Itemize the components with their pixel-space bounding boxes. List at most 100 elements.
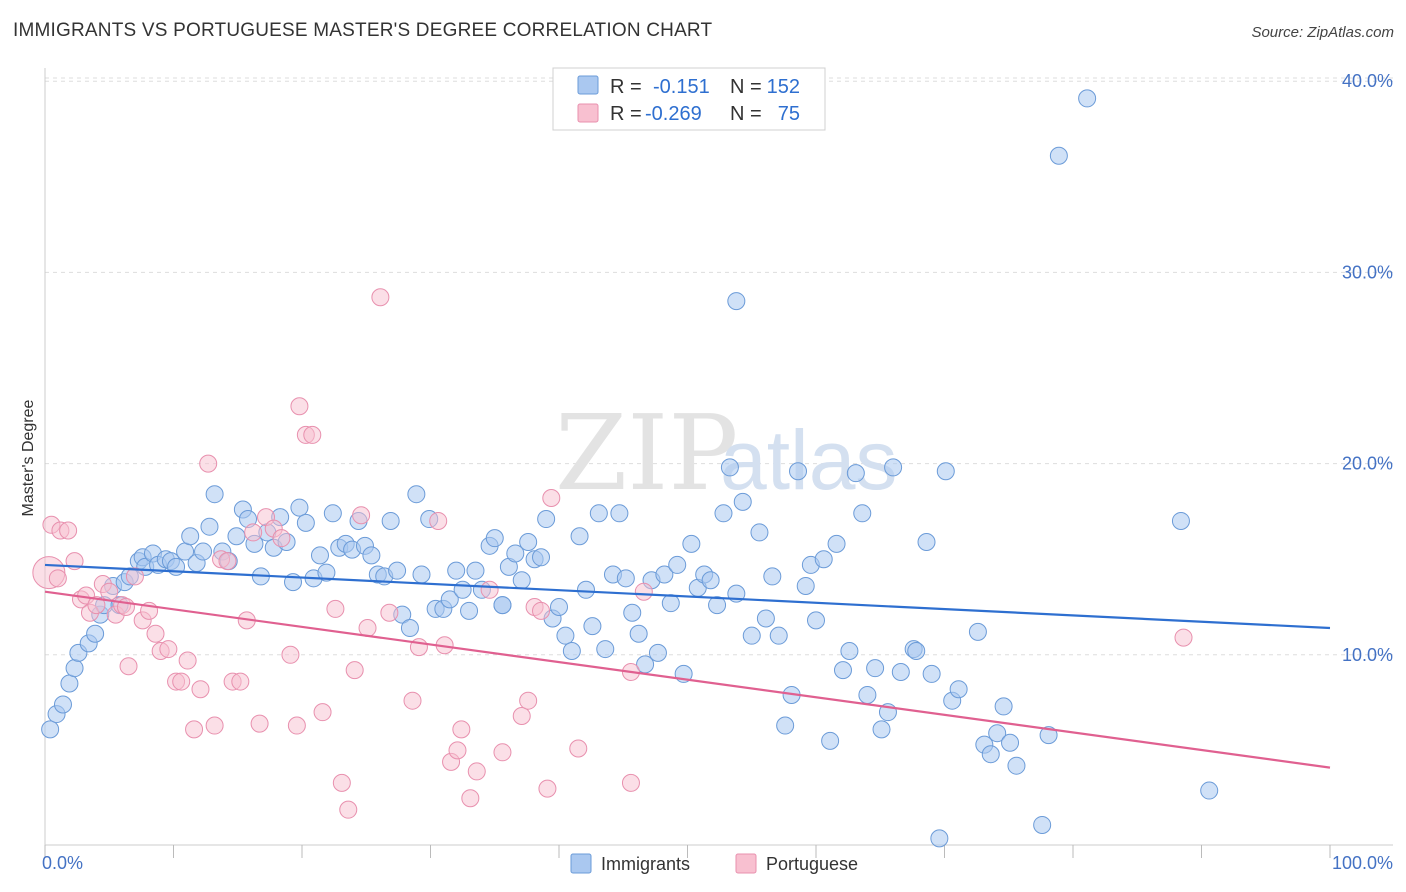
point-immigrants: [714, 504, 733, 523]
point-portuguese: [345, 661, 364, 680]
point-immigrants: [1078, 89, 1097, 108]
stats-legend: R = -0.151 N = 152 R = -0.269 N = 75: [552, 67, 826, 131]
point-portuguese: [1174, 628, 1193, 647]
x-tick-label-max: 100.0%: [1332, 853, 1393, 873]
point-immigrants: [827, 534, 846, 553]
point-portuguese: [59, 521, 78, 540]
legend-r-value-portuguese: -0.269: [645, 103, 702, 125]
point-immigrants: [466, 561, 485, 580]
y-tick-label: 40.0%: [1342, 71, 1393, 91]
point-immigrants: [440, 590, 459, 609]
point-immigrants: [701, 571, 720, 590]
y-tick-label: 30.0%: [1342, 262, 1393, 282]
point-immigrants: [194, 542, 213, 561]
x-tick-label-min: 0.0%: [42, 853, 83, 873]
point-immigrants: [570, 527, 589, 546]
point-immigrants: [763, 567, 782, 586]
point-immigrants: [1171, 511, 1190, 530]
point-immigrants: [167, 557, 186, 576]
point-immigrants: [86, 624, 105, 643]
point-immigrants: [388, 561, 407, 580]
legend-swatch-immigrants: [577, 75, 599, 95]
point-immigrants: [506, 544, 525, 563]
point-portuguese: [191, 680, 210, 699]
point-portuguese: [146, 624, 165, 643]
point-immigrants: [583, 617, 602, 636]
point-portuguese: [339, 800, 358, 819]
point-immigrants: [981, 745, 1000, 764]
point-portuguese: [371, 288, 390, 307]
point-portuguese: [172, 672, 191, 691]
point-immigrants: [930, 829, 949, 848]
point-immigrants: [317, 563, 336, 582]
point-portuguese: [185, 720, 204, 739]
point-portuguese: [119, 657, 138, 676]
point-immigrants: [1039, 726, 1058, 745]
point-immigrants: [821, 731, 840, 750]
point-immigrants: [400, 619, 419, 638]
point-immigrants: [840, 641, 859, 660]
bottom-legend-label-immigrants: Immigrants: [601, 854, 690, 874]
point-immigrants: [576, 580, 595, 599]
point-portuguese: [461, 789, 480, 808]
legend-r-label-portuguese: R =: [610, 103, 642, 125]
trendline-immigrants: [44, 563, 1331, 630]
point-portuguese: [429, 511, 448, 530]
point-immigrants: [60, 674, 79, 693]
bottom-legend-label-portuguese: Portuguese: [766, 854, 858, 874]
legend-n-value-immigrants: 152: [767, 76, 800, 98]
bottom-legend-swatch-immigrants: [570, 853, 592, 874]
point-immigrants: [412, 565, 431, 584]
point-immigrants: [769, 626, 788, 645]
point-portuguese: [634, 582, 653, 601]
point-immigrants: [629, 624, 648, 643]
point-immigrants: [994, 697, 1013, 716]
point-immigrants: [949, 680, 968, 699]
point-immigrants: [562, 641, 581, 660]
grid-lines: [45, 77, 1393, 656]
legend-n-value-portuguese: 75: [778, 103, 800, 125]
point-immigrants: [750, 523, 769, 542]
point-immigrants: [485, 529, 504, 548]
point-immigrants: [866, 659, 885, 678]
point-immigrants: [708, 596, 727, 615]
point-immigrants: [1049, 146, 1068, 165]
point-immigrants: [796, 576, 815, 595]
point-immigrants: [532, 548, 551, 567]
point-portuguese: [352, 506, 371, 525]
legend-r-value-immigrants: -0.151: [653, 76, 710, 98]
point-portuguese: [467, 762, 486, 781]
point-immigrants: [290, 498, 309, 517]
y-tick-label: 10.0%: [1342, 645, 1393, 665]
point-portuguese: [244, 523, 263, 542]
point-immigrants: [988, 724, 1007, 743]
point-immigrants: [776, 716, 795, 735]
point-immigrants: [968, 622, 987, 641]
point-immigrants: [833, 661, 852, 680]
point-portuguese: [512, 706, 531, 725]
watermark-zip: ZIP: [555, 392, 738, 514]
point-portuguese: [448, 741, 467, 760]
point-portuguese: [493, 743, 512, 762]
point-portuguese: [178, 651, 197, 670]
point-immigrants: [891, 663, 910, 682]
watermark-atlas: atlas: [720, 413, 897, 507]
y-tick-label: 20.0%: [1342, 454, 1393, 474]
point-portuguese: [281, 645, 300, 664]
point-immigrants: [556, 626, 575, 645]
point-portuguese: [480, 580, 499, 599]
point-portuguese: [542, 489, 561, 508]
point-portuguese: [87, 596, 106, 615]
point-immigrants: [596, 640, 615, 659]
point-portuguese: [250, 714, 269, 733]
point-portuguese: [125, 567, 144, 586]
point-immigrants: [789, 462, 808, 481]
point-immigrants: [742, 626, 761, 645]
point-immigrants: [814, 550, 833, 569]
point-immigrants: [922, 664, 941, 683]
point-portuguese: [621, 773, 640, 792]
point-immigrants: [917, 532, 936, 551]
point-immigrants: [661, 594, 680, 613]
point-portuguese: [303, 425, 322, 444]
point-immigrants: [616, 569, 635, 588]
